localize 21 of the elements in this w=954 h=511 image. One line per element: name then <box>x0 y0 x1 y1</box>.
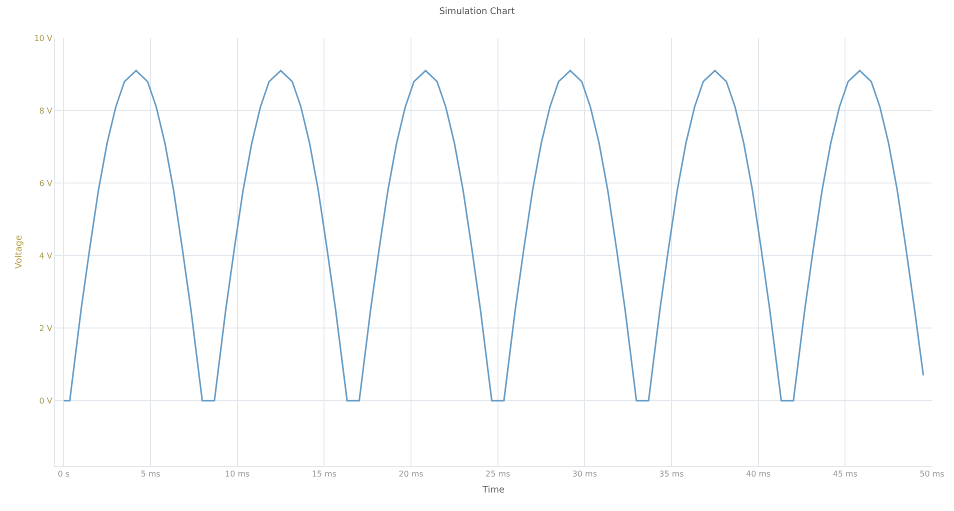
x-tick-label: 0 s <box>58 470 70 479</box>
x-tick-label: 45 ms <box>832 470 858 479</box>
x-tick-label: 20 ms <box>398 470 424 479</box>
line-series <box>62 70 924 402</box>
x-tick-label: 50 ms <box>920 470 944 479</box>
y-tick-label: 4 V <box>39 251 53 260</box>
x-tick-label: 35 ms <box>659 470 684 479</box>
y-axis-title: Voltage <box>14 234 25 269</box>
x-tick-label: 5 ms <box>140 470 160 479</box>
chart-title: Simulation Chart <box>439 6 516 17</box>
y-tick-label: 2 V <box>39 324 53 333</box>
y-tick-label: 10 V <box>34 34 53 43</box>
x-tick-label: 30 ms <box>572 470 598 479</box>
x-tick-label: 15 ms <box>312 470 337 479</box>
x-tick-label: 25 ms <box>485 470 510 479</box>
x-tick-label: 10 ms <box>225 470 250 479</box>
x-tick-label: 40 ms <box>746 470 771 479</box>
x-axis-title: Time <box>481 485 505 496</box>
y-tick-label: 0 V <box>39 396 53 406</box>
y-tick-label: 6 V <box>39 178 53 188</box>
y-tick-label: 8 V <box>39 106 53 116</box>
